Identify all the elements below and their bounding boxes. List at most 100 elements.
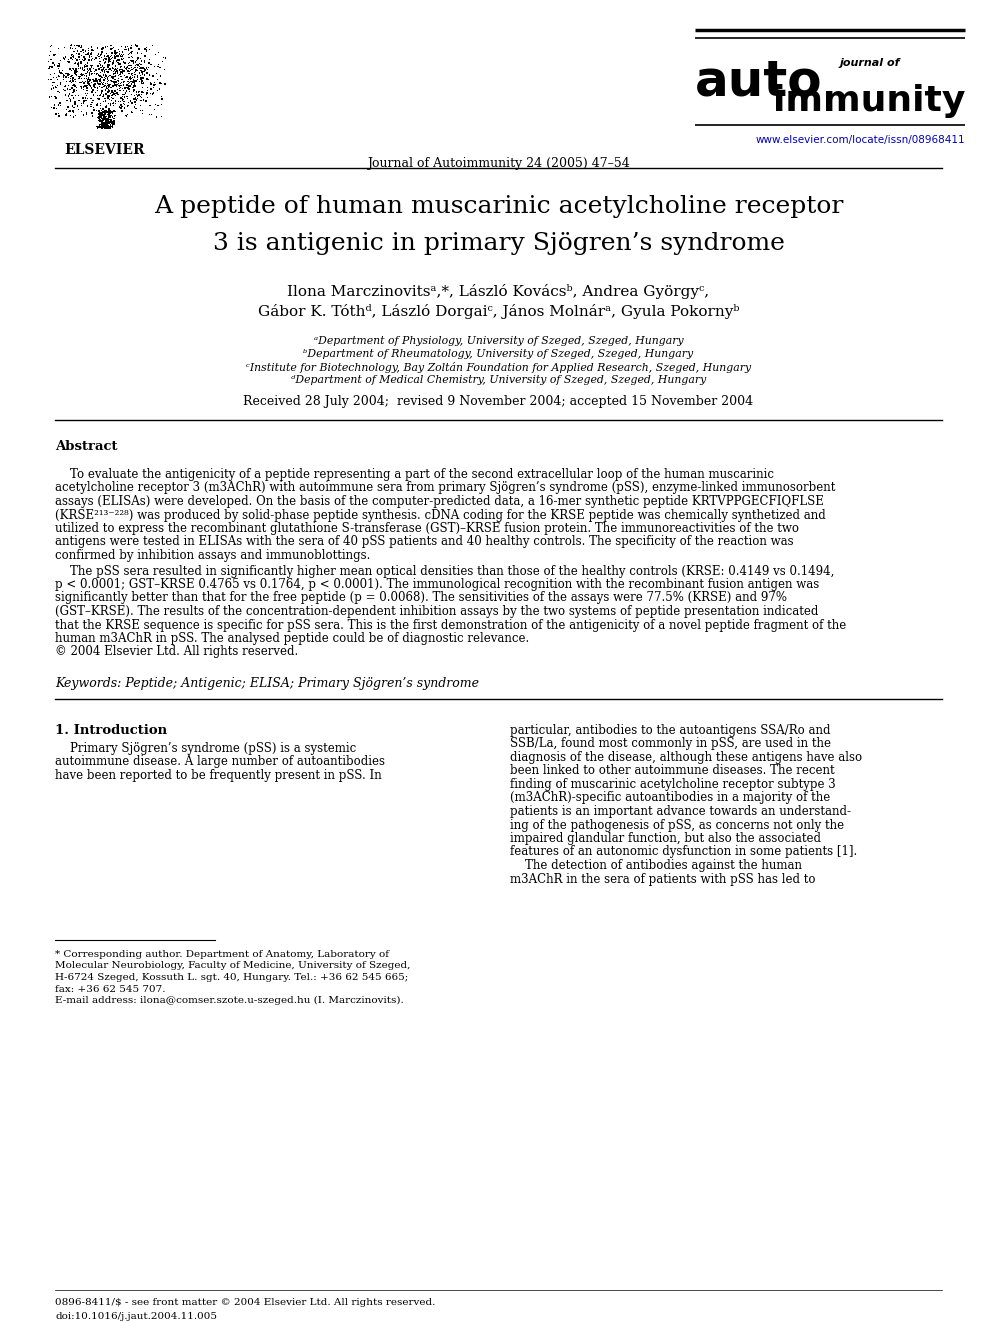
Bar (80, 61, 81, 62)
Text: ᵈDepartment of Medical Chemistry, University of Szeged, Szeged, Hungary: ᵈDepartment of Medical Chemistry, Univer… (291, 374, 706, 385)
Bar (115, 111, 116, 112)
Bar (98, 67, 100, 70)
Bar (107, 127, 109, 128)
Bar (103, 118, 105, 120)
Bar (108, 120, 110, 123)
Bar (128, 57, 130, 58)
Text: impaired glandular function, but also the associated: impaired glandular function, but also th… (510, 832, 821, 845)
Bar (58, 105, 60, 106)
Bar (103, 58, 104, 60)
Bar (102, 65, 103, 66)
Bar (91, 49, 93, 50)
Bar (101, 112, 103, 115)
Bar (104, 122, 106, 123)
Bar (103, 111, 105, 112)
Text: finding of muscarinic acetylcholine receptor subtype 3: finding of muscarinic acetylcholine rece… (510, 778, 835, 791)
Bar (82, 89, 84, 90)
Bar (104, 124, 106, 126)
Bar (106, 119, 107, 120)
Bar (118, 85, 120, 86)
Text: Molecular Neurobiology, Faculty of Medicine, University of Szeged,: Molecular Neurobiology, Faculty of Medic… (55, 962, 411, 971)
Bar (107, 116, 109, 118)
Bar (102, 123, 104, 124)
Bar (134, 85, 136, 87)
Bar (77, 62, 79, 64)
Bar (97, 74, 99, 75)
Bar (111, 122, 113, 123)
Bar (89, 79, 91, 81)
Bar (125, 67, 127, 70)
Bar (76, 105, 78, 107)
Bar (98, 83, 100, 85)
Bar (99, 127, 101, 128)
Bar (101, 69, 103, 71)
Bar (80, 86, 81, 87)
Bar (110, 124, 111, 126)
Bar (138, 94, 140, 95)
Bar (140, 70, 142, 71)
Bar (96, 103, 98, 106)
Bar (104, 115, 105, 116)
Bar (137, 77, 138, 78)
Bar (99, 127, 100, 128)
Bar (108, 61, 110, 62)
Bar (122, 94, 124, 95)
Bar (115, 85, 117, 86)
Bar (131, 53, 132, 54)
Bar (138, 65, 139, 66)
Bar (101, 127, 103, 128)
Bar (99, 120, 101, 122)
Bar (101, 116, 102, 118)
Bar (102, 114, 104, 115)
Bar (108, 123, 109, 124)
Text: SSB/La, found most commonly in pSS, are used in the: SSB/La, found most commonly in pSS, are … (510, 737, 831, 750)
Bar (112, 98, 113, 99)
Bar (142, 77, 144, 79)
Bar (112, 116, 113, 118)
Text: assays (ELISAs) were developed. On the basis of the computer-predicted data, a 1: assays (ELISAs) were developed. On the b… (55, 495, 824, 508)
Bar (107, 111, 109, 112)
Bar (102, 70, 103, 71)
Bar (55, 86, 57, 87)
Bar (95, 58, 97, 60)
Bar (121, 58, 122, 60)
Bar (109, 112, 110, 114)
Bar (133, 98, 135, 101)
Bar (65, 75, 66, 78)
Bar (120, 69, 122, 70)
Bar (136, 70, 138, 71)
Text: journal of: journal of (840, 58, 901, 67)
Bar (101, 124, 103, 126)
Bar (149, 114, 150, 115)
Bar (134, 75, 136, 78)
Bar (102, 46, 104, 49)
Bar (112, 48, 113, 49)
Bar (146, 94, 147, 95)
Bar (77, 56, 79, 57)
Bar (112, 62, 114, 64)
Bar (114, 69, 115, 70)
Bar (99, 56, 100, 57)
Bar (73, 103, 75, 105)
Bar (159, 89, 161, 90)
Text: features of an autonomic dysfunction in some patients [1].: features of an autonomic dysfunction in … (510, 845, 857, 859)
Bar (115, 69, 116, 70)
Bar (131, 83, 132, 85)
Bar (113, 81, 115, 82)
Bar (101, 114, 102, 115)
Bar (129, 77, 131, 78)
Bar (94, 83, 95, 86)
Bar (122, 98, 123, 99)
Bar (78, 53, 79, 54)
Bar (107, 64, 109, 66)
Bar (87, 67, 88, 69)
Bar (130, 48, 132, 49)
Bar (54, 64, 56, 66)
Bar (72, 77, 73, 78)
Bar (135, 69, 137, 70)
Bar (57, 65, 59, 67)
Bar (141, 67, 143, 69)
Bar (104, 116, 106, 118)
Bar (114, 57, 116, 60)
Bar (116, 93, 118, 94)
